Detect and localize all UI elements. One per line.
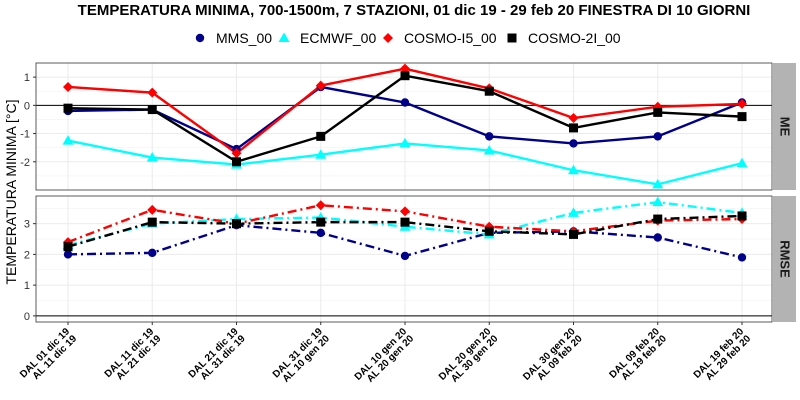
y-tick-label: 0 xyxy=(24,311,30,323)
legend-marker-cosmo-2i-00 xyxy=(507,33,517,43)
strip-background xyxy=(773,196,796,322)
data-point-ecmwf-00 xyxy=(736,157,748,168)
data-point-cosmo-2i-00 xyxy=(63,103,73,113)
data-point-ecmwf-00 xyxy=(568,164,579,175)
data-point-cosmo-2i-00 xyxy=(484,226,494,236)
legend-label-cosmo-2i-00: COSMO-2I_00 xyxy=(528,30,621,46)
data-point-ecmwf-00 xyxy=(568,207,579,217)
x-tick-label: DAL 01 dic 19AL 11 dic 19 xyxy=(18,326,79,387)
data-point-cosmo-i5-00 xyxy=(400,63,410,74)
y-axis-label: TEMPERATURA MINIMA [°C] xyxy=(3,99,19,284)
legend-marker-mms-00 xyxy=(195,33,205,43)
data-point-mms-00 xyxy=(485,132,494,141)
data-point-cosmo-i5-00 xyxy=(400,206,410,217)
data-point-ecmwf-00 xyxy=(652,196,664,207)
y-tick-label: -2 xyxy=(20,157,30,169)
data-point-ecmwf-00 xyxy=(483,144,495,155)
chart-panels: -2 -1 0 1 ME 0 1 2 3 RMSE xyxy=(20,62,796,323)
data-point-cosmo-2i-00 xyxy=(316,217,326,227)
y-tick-label: -1 xyxy=(20,129,30,141)
data-point-mms-00 xyxy=(148,248,157,258)
x-tick-label: DAL 10 gen 20AL 20 gen 20 xyxy=(353,326,417,390)
legend-label-cosmo-i5-00: COSMO-I5_00 xyxy=(404,30,497,46)
panel-border xyxy=(35,195,773,323)
chart-title: TEMPERATURA MINIMA, 700-1500m, 7 STAZION… xyxy=(77,2,751,19)
strip-label-me: ME xyxy=(778,117,793,137)
data-point-cosmo-2i-00 xyxy=(569,229,578,239)
data-point-cosmo-i5-00 xyxy=(737,98,747,109)
data-point-cosmo-i5-00 xyxy=(568,113,579,124)
data-point-ecmwf-00 xyxy=(62,135,74,145)
legend-marker-cosmo-i5-00 xyxy=(383,33,393,43)
panel-me: -2 -1 0 1 ME xyxy=(20,62,796,191)
data-point-mms-00 xyxy=(63,250,73,259)
data-point-mms-00 xyxy=(400,98,410,107)
data-point-cosmo-i5-00 xyxy=(63,81,73,92)
data-point-cosmo-2i-00 xyxy=(737,211,747,221)
data-point-ecmwf-00 xyxy=(146,152,158,162)
data-point-cosmo-2i-00 xyxy=(147,105,157,115)
data-point-cosmo-i5-00 xyxy=(315,80,326,91)
y-tick-label: 0 xyxy=(24,100,30,112)
data-point-ecmwf-00 xyxy=(315,149,327,159)
x-tick-label: DAL 30 gen 20AL 09 feb 20 xyxy=(521,326,585,390)
data-point-cosmo-2i-00 xyxy=(400,71,410,81)
strip-label-rmse: RMSE xyxy=(778,240,793,278)
data-point-cosmo-2i-00 xyxy=(653,214,663,224)
series-line-cosmo-2i-00 xyxy=(67,214,743,248)
data-point-mms-00 xyxy=(316,228,325,238)
x-axis: DAL 01 dic 19AL 11 dic 19 DAL 11 dic 19AL… xyxy=(18,322,754,390)
data-point-ecmwf-00 xyxy=(399,137,411,148)
legend-marker-ecmwf-00 xyxy=(278,32,290,42)
data-point-cosmo-2i-00 xyxy=(484,86,494,96)
data-point-cosmo-2i-00 xyxy=(400,217,410,227)
x-tick-label: DAL 09 feb 20AL 19 feb 20 xyxy=(607,326,669,388)
y-tick-label: 2 xyxy=(24,249,30,261)
strip-background xyxy=(773,63,796,190)
data-point-cosmo-2i-00 xyxy=(232,157,241,167)
data-point-cosmo-2i-00 xyxy=(653,107,663,117)
data-point-cosmo-2i-00 xyxy=(569,123,578,133)
legend-label-ecmwf-00: ECMWF_00 xyxy=(300,30,376,46)
data-point-cosmo-i5-00 xyxy=(147,87,158,98)
y-tick-label: 3 xyxy=(24,219,30,231)
data-point-cosmo-2i-00 xyxy=(63,242,73,252)
legend-label-mms-00: MMS_00 xyxy=(216,30,272,46)
panel-border xyxy=(35,62,773,191)
data-point-cosmo-i5-00 xyxy=(147,204,158,215)
data-point-cosmo-2i-00 xyxy=(316,131,326,141)
x-tick-label: DAL 31 dic 19AL 10 gen 20 xyxy=(271,326,332,387)
panel-rmse: 0 1 2 3 RMSE xyxy=(24,195,796,323)
data-point-cosmo-2i-00 xyxy=(147,217,157,227)
panel-background xyxy=(36,63,772,190)
x-tick-label: DAL 21 dic 19AL 31 dic 19 xyxy=(187,326,248,387)
data-point-mms-00 xyxy=(737,253,747,262)
data-point-cosmo-i5-00 xyxy=(231,148,242,159)
data-point-cosmo-2i-00 xyxy=(737,112,747,122)
data-point-cosmo-2i-00 xyxy=(232,219,241,229)
x-tick-label: DAL 20 gen 20AL 30 gen 20 xyxy=(437,326,501,390)
data-point-cosmo-i5-00 xyxy=(315,200,326,211)
data-point-mms-00 xyxy=(400,251,410,261)
data-point-mms-00 xyxy=(653,132,662,141)
data-point-mms-00 xyxy=(569,139,578,148)
y-tick-label: 1 xyxy=(24,72,30,84)
y-tick-label: 1 xyxy=(24,280,30,292)
x-tick-label: DAL 19 feb 20AL 29 feb 20 xyxy=(692,326,754,388)
data-point-mms-00 xyxy=(653,233,662,242)
legend: MMS_00 ECMWF_00 COSMO-I5_00 COSMO-2I_00 xyxy=(195,30,621,46)
data-point-ecmwf-00 xyxy=(652,178,664,189)
x-tick-label: DAL 11 dic 19AL 21 dic 19 xyxy=(103,326,164,387)
